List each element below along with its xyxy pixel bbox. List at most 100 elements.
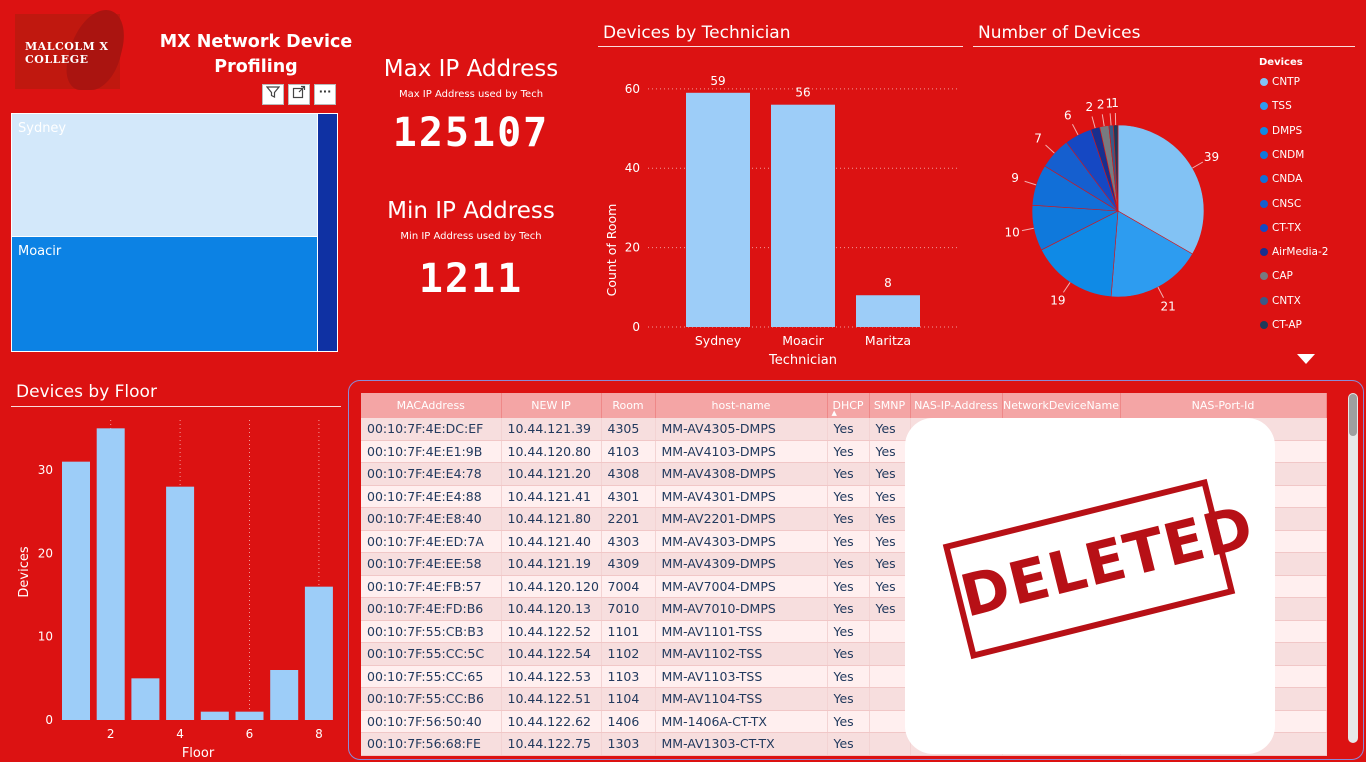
tech-bar-chart: Count of Room Technician 0 20 40 60 59 Sydney… <box>604 74 958 368</box>
table-cell: 1303 <box>601 732 656 756</box>
tech-data-label: 59 <box>710 74 725 88</box>
column-header-networkdevicename[interactable]: NetworkDeviceName <box>1002 393 1121 418</box>
tech-ytick-label: 40 <box>625 161 640 175</box>
table-cell: 10.44.121.41 <box>501 485 602 508</box>
legend-label: CT-TX <box>1272 221 1302 234</box>
table-cell: Yes <box>827 665 870 688</box>
focus-mode-icon[interactable] <box>288 84 310 105</box>
table-scrollbar-thumb[interactable] <box>1349 394 1357 436</box>
column-header-room[interactable]: Room <box>601 393 656 418</box>
column-header-nas-port-id[interactable]: NAS-Port-Id <box>1120 393 1327 418</box>
pie-leader-line <box>1101 114 1105 127</box>
pie-leader-line <box>1024 180 1037 186</box>
filter-icon[interactable] <box>262 84 284 105</box>
table-cell: MM-AV4305-DMPS <box>655 418 828 441</box>
table-cell: 2201 <box>601 507 656 531</box>
legend-item-cntx[interactable]: CNTX <box>1260 295 1301 307</box>
legend-label: CNSC <box>1272 197 1302 210</box>
legend-label: CNTX <box>1272 294 1301 307</box>
table-cell: 4305 <box>601 418 656 441</box>
floor-xtick-label: 4 <box>176 727 184 741</box>
treemap-tile-moacir[interactable]: Moacir <box>12 237 317 351</box>
table-cell: 00:10:7F:55:CC:B6 <box>361 687 502 711</box>
pie-leader-line <box>1157 286 1164 299</box>
table-cell: 00:10:7F:4E:DC:EF <box>361 418 502 441</box>
table-cell: 7010 <box>601 597 656 621</box>
table-cell: 10.44.121.20 <box>501 462 602 486</box>
legend-item-cntp[interactable]: CNTP <box>1260 76 1300 88</box>
table-cell: 00:10:7F:4E:FB:57 <box>361 575 502 598</box>
legend-scroll-down-icon[interactable] <box>1297 354 1315 364</box>
table-cell: 10.44.121.40 <box>501 530 602 553</box>
table-cell: Yes <box>827 710 870 733</box>
table-cell: 1103 <box>601 665 656 688</box>
legend-item-cnsc[interactable]: CNSC <box>1260 198 1301 210</box>
tech-data-label: 8 <box>884 276 892 290</box>
floor-bar <box>200 711 229 720</box>
table-cell: MM-AV7010-DMPS <box>655 597 828 621</box>
column-header-nas-ip-address[interactable]: NAS-IP-Address <box>910 393 1003 418</box>
column-header-new-ip[interactable]: NEW IP <box>501 393 602 418</box>
table-cell: 10.44.121.39 <box>501 418 602 441</box>
table-cell: Yes <box>827 597 870 621</box>
legend-item-ct-tx[interactable]: CT-TX <box>1260 222 1301 234</box>
legend-item-tss[interactable]: TSS <box>1260 100 1292 112</box>
pie-leader-line <box>1192 161 1204 169</box>
table-cell: Yes <box>869 575 911 598</box>
legend-item-cndm[interactable]: CNDM <box>1260 149 1304 161</box>
floor-bar <box>62 461 90 720</box>
table-cell: Yes <box>827 687 870 711</box>
column-header-dhcp[interactable]: DHCP ▲ <box>827 393 870 418</box>
legend-item-airmedia-2[interactable]: AirMedia-2 <box>1260 246 1328 258</box>
table-cell: Yes <box>827 552 870 576</box>
table-cell: 4303 <box>601 530 656 553</box>
table-cell: 10.44.122.54 <box>501 642 602 666</box>
pie-leader-line <box>1109 113 1112 126</box>
max-ip-value: 125107 <box>392 110 550 156</box>
legend-swatch <box>1260 272 1268 281</box>
tech-bar <box>771 104 835 328</box>
legend-item-dmps[interactable]: DMPS <box>1260 125 1302 137</box>
floor-chart-title: Devices by Floor <box>16 382 157 402</box>
legend-item-cap[interactable]: CAP <box>1260 270 1293 282</box>
table-cell: 00:10:7F:56:68:FE <box>361 732 502 756</box>
legend-label: CNDM <box>1272 148 1305 161</box>
table-cell: 1102 <box>601 642 656 666</box>
report-title-line1: MX Network Device <box>159 32 353 52</box>
pie-slice <box>1040 210 1119 298</box>
legend-label: TSS <box>1272 100 1292 113</box>
tech-ytick-label: 20 <box>625 241 640 255</box>
table-cell: 10.44.121.80 <box>501 507 602 531</box>
pie-data-label: 19 <box>1050 294 1065 308</box>
redaction-overlay <box>905 418 1275 754</box>
more-options-icon[interactable]: ··· <box>314 84 336 105</box>
table-cell: Yes <box>827 462 870 486</box>
table-header-row: MACAddress NEW IP Room host-name DHCP ▲ SMNP NA… <box>361 393 1327 418</box>
table-scrollbar[interactable] <box>1348 393 1358 743</box>
pie-leader-line <box>1045 144 1055 154</box>
table-cell: 00:10:7F:4E:FD:B6 <box>361 597 502 621</box>
legend-item-ct-ap[interactable]: CT-AP <box>1260 319 1302 331</box>
min-ip-subtitle: Min IP Address used by Tech <box>400 231 542 242</box>
table-cell: 00:10:7F:55:CC:65 <box>361 665 502 688</box>
treemap-tile-sydney[interactable]: Sydney <box>12 114 317 236</box>
column-header-host-name[interactable]: host-name <box>655 393 828 418</box>
floor-ytick-label: 20 <box>38 546 53 560</box>
legend-label: CNDA <box>1272 173 1303 186</box>
table-cell: 00:10:7F:4E:E1:9B <box>361 440 502 463</box>
table-cell: MM-AV1102-TSS <box>655 642 828 666</box>
table-cell <box>869 642 911 666</box>
table-cell: MM-AV4309-DMPS <box>655 552 828 576</box>
treemap-tile-maritza[interactable] <box>318 114 337 351</box>
pie-slice <box>1117 124 1205 255</box>
max-ip-card: Max IP Address Max IP Address used by Te… <box>351 56 591 156</box>
column-header-smnp[interactable]: SMNP <box>869 393 911 418</box>
devices-chart-rule <box>973 46 1355 47</box>
legend-item-cnda[interactable]: CNDA <box>1260 173 1302 185</box>
floor-bar <box>96 428 125 720</box>
table-cell: MM-AV4308-DMPS <box>655 462 828 486</box>
pie-data-label: 1 <box>1105 96 1113 110</box>
column-header-macaddress[interactable]: MACAddress <box>361 393 502 418</box>
table-cell <box>869 620 911 643</box>
